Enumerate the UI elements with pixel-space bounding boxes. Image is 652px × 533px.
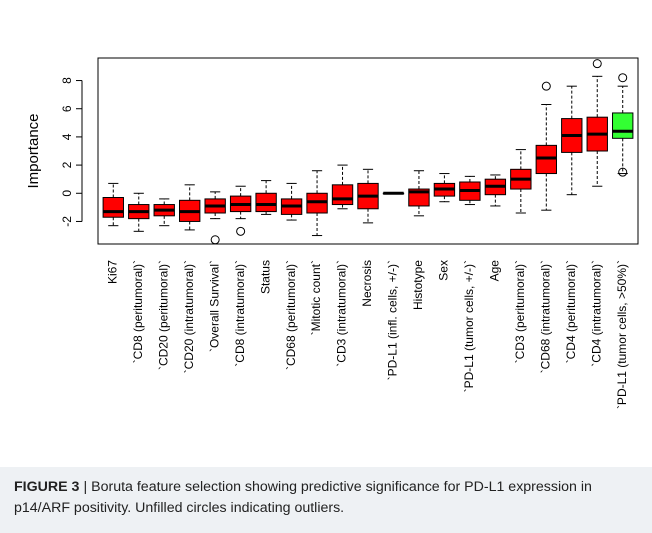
box-19 [586, 59, 608, 187]
box-0 [102, 182, 124, 227]
x-tick-label-1: `CD8 (peritumoral)` [131, 260, 145, 363]
plot-frame [97, 57, 639, 245]
x-tick-label-16: `CD3 (peritumoral)` [513, 260, 527, 363]
x-tick-label-15: Age [488, 260, 502, 282]
boxplot-chart: -2 0 2 4 6 8 Ki67 `CD8 (peritumoral)` `CD20 (pe… [25, 57, 639, 409]
x-axis-labels: Ki67 `CD8 (peritumoral)` `CD20 (peritumora… [105, 260, 628, 409]
box-4 [204, 191, 226, 245]
x-tick-label-13: Sex [437, 260, 451, 281]
y-tick-label-2: 2 [60, 161, 74, 168]
box-20 [612, 73, 634, 177]
figure-caption: FIGURE 3 | Boruta feature selection showin… [14, 477, 638, 519]
x-tick-label-14: `PD-L1 (tumor cells, +/-)` [462, 260, 476, 392]
box-10 [357, 168, 379, 224]
box-5 [229, 185, 252, 236]
x-tick-label-18: `CD4 (peritumoral)` [564, 260, 578, 363]
box-15 [484, 174, 507, 207]
box-3 [179, 184, 201, 231]
box-2 [153, 198, 175, 227]
box-5-outlier-0 [236, 226, 246, 236]
box-20-outlier-1 [618, 167, 628, 177]
x-tick-label-6: Status [258, 260, 272, 294]
x-tick-label-5: `CD8 (intratumoral)` [233, 260, 247, 367]
box-14 [459, 175, 481, 206]
x-tick-label-17: `CD68 (intratumoral)` [538, 260, 552, 373]
box-18 [561, 85, 583, 196]
caption-separator: | [83, 479, 88, 495]
box-19-outlier-0 [592, 59, 602, 69]
box-17 [535, 81, 557, 211]
x-tick-label-10: Necrosis [360, 260, 374, 307]
box-9 [331, 164, 354, 210]
y-tick-label-0: -2 [60, 216, 74, 227]
box-8 [306, 170, 328, 237]
y-axis-title: Importance [25, 113, 42, 188]
y-tick-label-1: 0 [60, 190, 74, 197]
y-tick-label-5: 8 [60, 77, 74, 84]
x-tick-label-11: `PD-L1 (infl. cells, +/-)` [386, 260, 400, 380]
x-tick-label-3: `CD20 (intratumoral)` [182, 260, 196, 373]
x-tick-label-19: `CD4 (intratumoral)` [589, 260, 603, 367]
box-11 [382, 191, 405, 195]
box-7 [280, 182, 303, 221]
box-6-body [255, 192, 277, 213]
x-tick-label-20: `PD-L1 (tumor cells, >50%)` [615, 260, 629, 409]
y-axis: -2 0 2 4 6 8 [60, 77, 83, 227]
box-20-body [612, 112, 634, 139]
y-tick-label-4: 6 [60, 105, 74, 112]
box-0-body [102, 197, 124, 218]
box-20-outlier-0 [618, 73, 628, 83]
x-tick-label-2: `CD20 (peritumoral)` [156, 260, 170, 370]
x-tick-label-9: `CD3 (intratumoral)` [335, 260, 349, 367]
x-tick-label-8: `Mitotic count` [309, 260, 323, 335]
box-13 [433, 173, 456, 203]
caption-text: Boruta feature selection showing predict… [14, 479, 592, 516]
box-9-body [331, 184, 354, 206]
x-tick-label-12: Histotype [411, 260, 425, 310]
boxes [102, 59, 634, 245]
x-tick-label-4: `Overall Survival` [207, 260, 221, 352]
y-tick-label-3: 4 [60, 133, 74, 140]
box-1 [128, 192, 150, 232]
box-17-outlier-0 [541, 81, 551, 91]
box-6 [255, 180, 277, 215]
box-4-outlier-0 [210, 235, 220, 245]
box-16 [510, 149, 532, 214]
x-tick-label-0: Ki67 [105, 260, 119, 284]
figure-label: FIGURE 3 [14, 479, 80, 495]
box-12 [408, 170, 430, 217]
caption-background [0, 467, 652, 533]
x-tick-label-7: `CD68 (peritumoral)` [284, 260, 298, 370]
